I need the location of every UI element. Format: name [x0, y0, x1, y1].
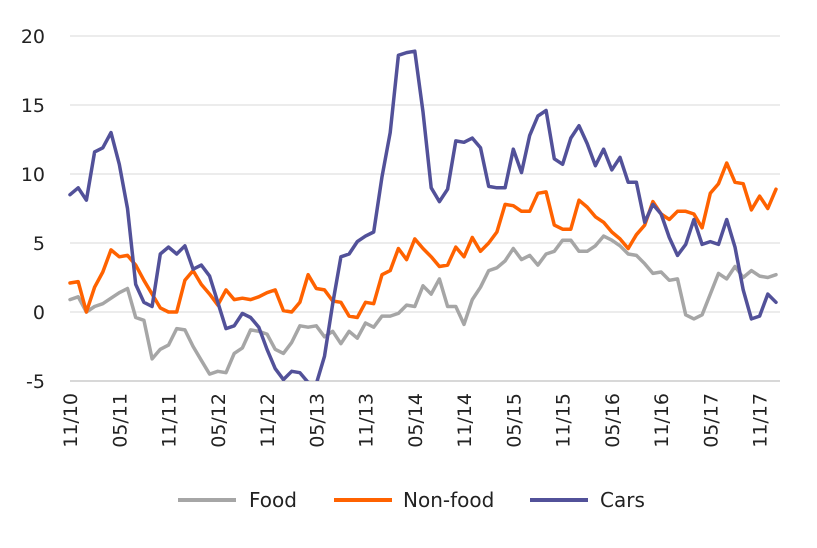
legend-label-cars: Cars — [600, 488, 645, 512]
y-tick-label: 15 — [21, 95, 45, 117]
y-axis-tick-labels: -5 0 5 10 15 20 — [21, 26, 45, 393]
x-tick-label: 05/16 — [602, 393, 624, 448]
x-tick-label: 05/15 — [503, 393, 525, 448]
x-tick-label: 11/14 — [454, 393, 476, 448]
x-tick-label: 05/14 — [405, 393, 427, 448]
legend-item-non-food: Non-food — [334, 488, 494, 512]
series-line-food — [68, 234, 778, 376]
x-tick-label: 05/12 — [208, 393, 230, 448]
legend-label-food: Food — [249, 488, 297, 512]
y-tick-label: 5 — [33, 233, 45, 255]
x-axis-tick-labels: 11/10 05/11 11/11 05/12 11/12 05/13 11/13 05/14… — [60, 393, 772, 448]
legend: Food Non-food Cars — [178, 488, 645, 512]
x-tick-label: 11/13 — [356, 393, 378, 448]
legend-label-non-food: Non-food — [403, 488, 494, 512]
x-tick-label: 11/16 — [651, 393, 673, 448]
legend-item-food: Food — [178, 488, 297, 512]
series-lines — [68, 49, 778, 381]
x-tick-label: 05/17 — [700, 393, 722, 448]
legend-item-cars: Cars — [530, 488, 645, 512]
y-tick-label: 0 — [33, 302, 45, 324]
x-tick-label: 05/13 — [306, 393, 328, 448]
gridlines — [70, 35, 780, 382]
y-tick-label: -5 — [26, 371, 45, 393]
y-tick-label: 10 — [21, 164, 45, 186]
y-tick-label: 20 — [21, 26, 45, 48]
x-tick-label: 11/10 — [60, 393, 82, 448]
x-tick-label: 11/15 — [553, 393, 575, 448]
x-tick-label: 05/11 — [109, 393, 131, 448]
x-tick-label: 11/17 — [750, 393, 772, 448]
series-line-cars — [68, 49, 778, 381]
x-tick-label: 11/12 — [257, 393, 279, 448]
x-tick-label: 11/11 — [159, 393, 181, 448]
